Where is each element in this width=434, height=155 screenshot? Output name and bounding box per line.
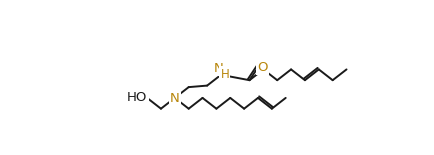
Text: H: H bbox=[220, 68, 229, 81]
Text: HO: HO bbox=[127, 91, 147, 104]
Text: N: N bbox=[214, 62, 223, 75]
Text: N: N bbox=[170, 92, 179, 105]
Text: O: O bbox=[257, 61, 267, 74]
